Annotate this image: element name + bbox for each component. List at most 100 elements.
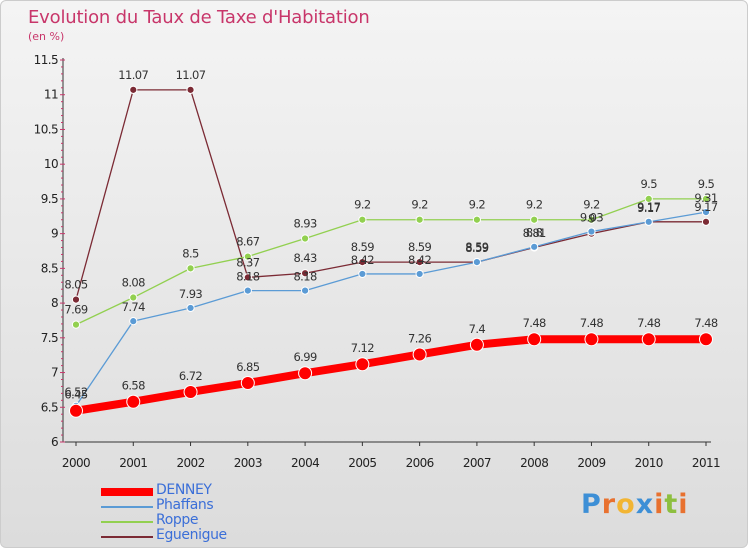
- y-tick-label: 6.5: [41, 400, 58, 414]
- legend-swatch: [101, 488, 153, 496]
- data-label: 9: [588, 212, 595, 226]
- data-label: 6.85: [236, 360, 259, 374]
- brand-letter: i: [678, 489, 689, 520]
- data-point: [240, 375, 255, 390]
- x-tick-label: 2011: [692, 456, 720, 470]
- data-point: [472, 215, 482, 224]
- data-point: [644, 217, 653, 226]
- data-point: [587, 227, 596, 236]
- data-label: 9.2: [526, 198, 543, 212]
- y-tick-label: 10.5: [34, 122, 58, 136]
- data-label: 7.48: [637, 316, 660, 330]
- data-point: [415, 258, 424, 267]
- data-point: [641, 332, 656, 347]
- data-point: [69, 403, 83, 418]
- data-point: [129, 317, 138, 326]
- data-label: 6.52: [64, 385, 87, 399]
- brand-letter: x: [635, 489, 655, 520]
- legend-swatch: [101, 536, 153, 538]
- data-label: 9.2: [583, 198, 600, 212]
- data-label: 7.12: [351, 341, 374, 355]
- data-point: [186, 85, 195, 94]
- data-label: 8.59: [351, 240, 374, 254]
- data-point: [300, 286, 310, 295]
- data-label: 7.48: [580, 316, 603, 330]
- chart-title: Evolution du Taux de Taxe d'Habitation: [28, 7, 370, 28]
- data-label: 8.05: [64, 278, 87, 292]
- data-label: 8.59: [408, 240, 431, 254]
- data-point: [701, 194, 711, 204]
- data-point: [358, 258, 367, 267]
- data-point: [358, 215, 367, 224]
- data-point: [644, 194, 653, 204]
- data-point: [298, 366, 313, 381]
- x-tick-label: 2010: [635, 456, 663, 470]
- series-line-phaffans: [75, 211, 707, 407]
- data-point: [412, 347, 427, 362]
- x-tick-label: 2009: [577, 456, 605, 470]
- data-point: [472, 258, 482, 267]
- legend-swatch: [101, 506, 153, 508]
- data-point: [355, 357, 370, 372]
- data-point: [186, 303, 195, 313]
- data-point: [415, 215, 424, 224]
- brand-letter: t: [664, 489, 679, 520]
- data-point: [183, 384, 198, 399]
- data-label: 8.42: [351, 253, 374, 267]
- data-label: 7.4: [469, 322, 486, 336]
- data-label: 11.07: [118, 68, 148, 82]
- y-tick-label: 6: [51, 435, 58, 449]
- data-label: 9.17: [637, 201, 660, 215]
- data-point: [129, 85, 138, 94]
- x-tick-label: 2007: [463, 456, 491, 470]
- data-label: 8.37: [236, 255, 259, 269]
- data-label: 6.72: [179, 369, 202, 383]
- y-tick-label: 8.5: [41, 261, 58, 275]
- x-tick-label: 2006: [406, 456, 434, 470]
- y-tick-label: 7: [51, 366, 58, 380]
- data-point: [129, 293, 138, 302]
- data-label: 8.8: [526, 226, 543, 240]
- series-line-eguenigue: [75, 89, 707, 301]
- data-point: [243, 273, 252, 282]
- legend-label: Eguenigue: [156, 527, 227, 543]
- data-label: 7.26: [408, 331, 431, 345]
- data-point: [530, 215, 539, 224]
- x-tick-label: 2000: [62, 456, 90, 470]
- data-label: 9.03: [580, 211, 603, 225]
- data-label: 11.07: [176, 68, 206, 82]
- data-label: 9.5: [640, 177, 657, 191]
- series-line-roppe: [75, 198, 707, 326]
- brand-letter: o: [616, 489, 636, 520]
- data-point: [530, 242, 539, 251]
- x-tick-label: 2001: [119, 456, 147, 470]
- data-point: [699, 332, 713, 347]
- y-tick-label: 11.5: [34, 53, 58, 67]
- y-tick-label: 7.5: [41, 331, 58, 345]
- data-point: [358, 269, 367, 279]
- series-layer: [69, 85, 713, 418]
- data-label: 6.58: [122, 379, 145, 393]
- data-label: 8.59: [465, 240, 488, 254]
- data-label: 9.2: [469, 198, 486, 212]
- legend-label: DENNEY: [156, 482, 212, 498]
- data-label: 8.93: [293, 216, 316, 230]
- x-tick-label: 2005: [348, 456, 376, 470]
- data-point: [300, 234, 310, 243]
- brand-letter: P: [581, 489, 602, 520]
- data-label: 8.67: [236, 235, 259, 249]
- data-label: 9.2: [411, 198, 428, 212]
- data-label: 6.99: [293, 350, 316, 364]
- data-point: [300, 269, 310, 278]
- data-label: 7.93: [179, 287, 202, 301]
- data-label: 7.69: [64, 303, 87, 317]
- brand-letter: i: [654, 489, 665, 520]
- data-label: 8.59: [465, 241, 488, 255]
- data-point: [469, 337, 484, 352]
- x-tick-label: 2003: [234, 456, 262, 470]
- data-label: 6.45: [64, 388, 87, 402]
- data-label: 7.48: [694, 316, 717, 330]
- data-point: [243, 252, 252, 261]
- data-label: 9.17: [694, 200, 717, 214]
